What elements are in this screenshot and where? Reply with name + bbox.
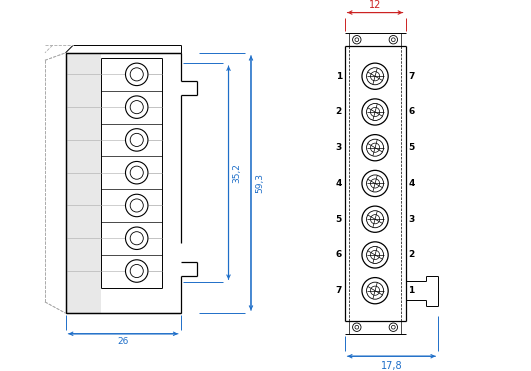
Text: 6: 6: [408, 108, 415, 116]
Text: 5: 5: [336, 215, 342, 224]
Text: 17,8: 17,8: [381, 361, 402, 371]
Text: 26: 26: [117, 337, 129, 346]
Text: 2: 2: [336, 108, 342, 116]
Text: 12: 12: [369, 0, 381, 10]
Text: 3: 3: [336, 143, 342, 152]
Bar: [65, 53, 101, 313]
Text: 3: 3: [408, 215, 415, 224]
Text: 4: 4: [336, 179, 342, 188]
Text: 1: 1: [336, 72, 342, 81]
Text: 1: 1: [408, 286, 415, 295]
Text: 5: 5: [408, 143, 415, 152]
Text: 2: 2: [408, 250, 415, 259]
Text: 7: 7: [408, 72, 415, 81]
Text: 35,2: 35,2: [233, 163, 242, 183]
Text: 59,3: 59,3: [255, 173, 264, 193]
Text: 6: 6: [336, 250, 342, 259]
Text: 7: 7: [336, 286, 342, 295]
Text: 4: 4: [408, 179, 415, 188]
